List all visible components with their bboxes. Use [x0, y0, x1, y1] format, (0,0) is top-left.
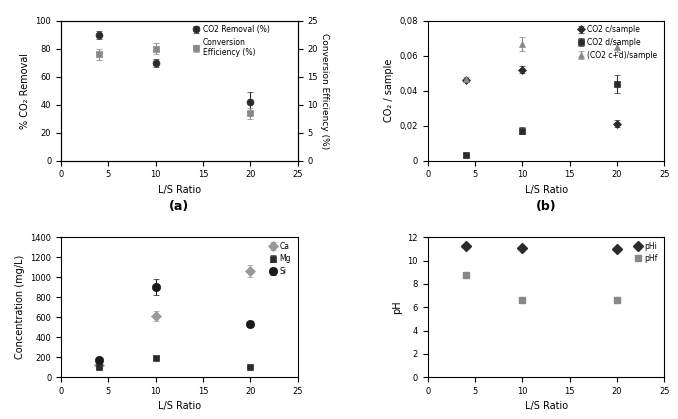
- Y-axis label: Concentration (mg/L): Concentration (mg/L): [15, 255, 24, 360]
- Y-axis label: CO₂ / sample: CO₂ / sample: [384, 59, 394, 122]
- Y-axis label: Conversion Efficiency (%): Conversion Efficiency (%): [320, 33, 329, 149]
- pHi: [519, 246, 527, 251]
- Y-axis label: pH: pH: [392, 300, 402, 314]
- X-axis label: L/S Ratio: L/S Ratio: [158, 401, 201, 411]
- Legend: pHi, pHf: pHi, pHf: [632, 238, 660, 266]
- X-axis label: L/S Ratio: L/S Ratio: [525, 185, 567, 195]
- pHf: [462, 272, 470, 277]
- Line: pHf: pHf: [462, 271, 620, 304]
- Legend: CO2 c/sample, CO2 d/sample, (CO2 c+d)/sample: CO2 c/sample, CO2 d/sample, (CO2 c+d)/sa…: [575, 22, 660, 63]
- pHf: [613, 298, 621, 303]
- Legend: Ca, Mg, Si: Ca, Mg, Si: [267, 238, 294, 279]
- pHf: [519, 298, 527, 303]
- Text: (b): (b): [536, 200, 557, 213]
- X-axis label: L/S Ratio: L/S Ratio: [158, 185, 201, 195]
- pHi: [462, 243, 470, 248]
- Y-axis label: % CO₂ Removal: % CO₂ Removal: [20, 53, 30, 129]
- pHi: [613, 246, 621, 251]
- Text: (a): (a): [170, 200, 189, 213]
- Line: pHi: pHi: [462, 242, 620, 253]
- X-axis label: L/S Ratio: L/S Ratio: [525, 401, 567, 411]
- Legend: CO2 Removal (%), Conversion
Efficiency (%): CO2 Removal (%), Conversion Efficiency (…: [191, 22, 273, 60]
